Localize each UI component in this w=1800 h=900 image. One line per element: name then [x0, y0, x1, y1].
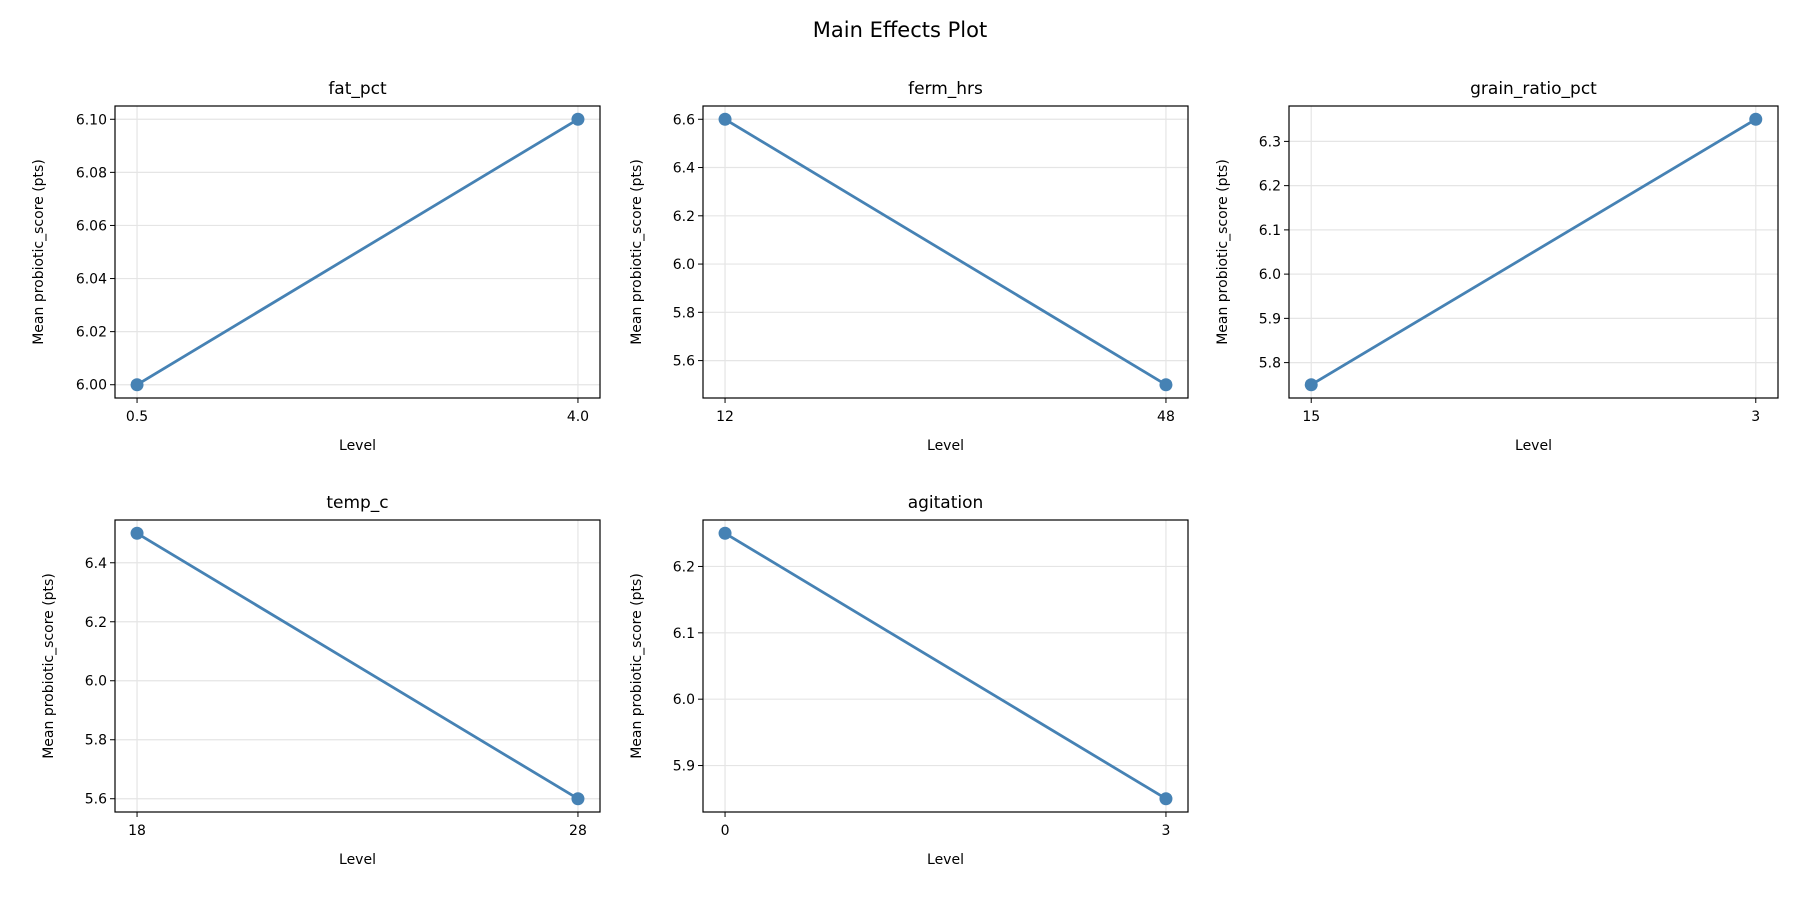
y-tick-label: 5.8 [85, 733, 107, 749]
data-point [1304, 378, 1318, 392]
y-axis-label: Mean probiotic_score (pts) [41, 573, 57, 759]
data-point [1749, 112, 1763, 126]
subplot-title: ferm_hrs [908, 79, 983, 99]
y-tick-label: 6.0 [673, 692, 695, 708]
series-line [136, 532, 579, 800]
x-tick-label: 0 [721, 823, 730, 839]
subplot-temp_c: 5.6 5.8 6.0 6.2 6.4 18 28 temp_c Level Mean probi… [41, 493, 601, 868]
y-tick-label: 6.1 [673, 626, 695, 642]
subplot-title: fat_pct [328, 79, 387, 99]
x-axis-label: Level [339, 852, 376, 868]
x-tick-label: 3 [1161, 823, 1170, 839]
subplot-title: temp_c [326, 493, 388, 513]
y-tick-label: 6.3 [1259, 134, 1281, 150]
x-tick-label: 12 [716, 409, 734, 425]
y-tick-label: 6.0 [85, 674, 107, 690]
x-tick-label: 18 [128, 823, 146, 839]
subplot-title: grain_ratio_pct [1470, 79, 1597, 99]
y-axis-label: Mean probiotic_score (pts) [1215, 159, 1231, 345]
data-point [1159, 792, 1173, 806]
y-tick-label: 6.00 [76, 378, 107, 394]
series-line [724, 532, 1167, 800]
y-tick-label: 6.4 [673, 161, 695, 177]
data-point [571, 112, 585, 126]
y-tick-label: 6.4 [85, 556, 107, 572]
axes-frame [702, 105, 1189, 399]
x-tick-label: 48 [1157, 409, 1175, 425]
subplot-grain_ratio_pct: 5.8 5.9 6.0 6.1 6.2 6.3 15 3 grain_ratio_pct Leve… [1215, 79, 1779, 454]
x-tick-label: 3 [1751, 409, 1760, 425]
x-axis-label: Level [1515, 438, 1552, 454]
subplot-fat_pct: 6.00 6.02 6.04 6.06 6.08 6.10 0.5 4.0 fat_pct Lev… [31, 79, 601, 454]
x-axis-label: Level [927, 852, 964, 868]
y-tick-label: 6.6 [673, 112, 695, 128]
y-tick-label: 6.04 [76, 272, 107, 288]
data-point [1159, 378, 1173, 392]
series-line [724, 118, 1167, 386]
x-tick-label: 15 [1302, 409, 1320, 425]
data-point [130, 526, 144, 540]
data-point [130, 378, 144, 392]
y-axis-label: Mean probiotic_score (pts) [31, 159, 47, 345]
data-point [718, 112, 732, 126]
y-tick-label: 6.06 [76, 218, 107, 234]
y-tick-label: 5.9 [1259, 311, 1281, 327]
x-axis-label: Level [339, 438, 376, 454]
y-axis-label: Mean probiotic_score (pts) [629, 159, 645, 345]
x-tick-label: 4.0 [567, 409, 589, 425]
y-tick-label: 6.0 [1259, 267, 1281, 283]
y-tick-label: 6.2 [1259, 179, 1281, 195]
data-point [718, 526, 732, 540]
y-tick-label: 6.0 [673, 257, 695, 273]
y-tick-label: 5.6 [673, 354, 695, 370]
y-tick-label: 5.9 [673, 759, 695, 775]
y-tick-label: 5.6 [85, 792, 107, 808]
x-axis-label: Level [927, 438, 964, 454]
figure-title: Main Effects Plot [813, 18, 987, 42]
x-tick-label: 28 [569, 823, 587, 839]
y-tick-label: 6.10 [76, 112, 107, 128]
y-tick-label: 6.1 [1259, 223, 1281, 239]
y-tick-label: 5.8 [673, 305, 695, 321]
y-tick-label: 6.2 [85, 615, 107, 631]
axes-frame [114, 519, 601, 813]
axes-frame [1288, 105, 1779, 399]
axes-frame [702, 519, 1189, 813]
y-tick-label: 6.2 [673, 559, 695, 575]
y-tick-label: 6.08 [76, 165, 107, 181]
axes-frame [114, 105, 601, 399]
data-point [571, 792, 585, 806]
y-axis-label: Mean probiotic_score (pts) [629, 573, 645, 759]
y-tick-label: 5.8 [1259, 356, 1281, 372]
y-tick-label: 6.2 [673, 209, 695, 225]
series-line [1310, 118, 1757, 386]
subplot-ferm_hrs: 5.6 5.8 6.0 6.2 6.4 6.6 12 48 ferm_hrs Level Mean … [629, 79, 1189, 454]
subplot-title: agitation [908, 493, 984, 513]
subplot-agitation: 5.9 6.0 6.1 6.2 0 3 agitation Level Mean probiot… [629, 493, 1189, 868]
series-line [136, 118, 579, 386]
y-tick-label: 6.02 [76, 325, 107, 341]
x-tick-label: 0.5 [126, 409, 148, 425]
